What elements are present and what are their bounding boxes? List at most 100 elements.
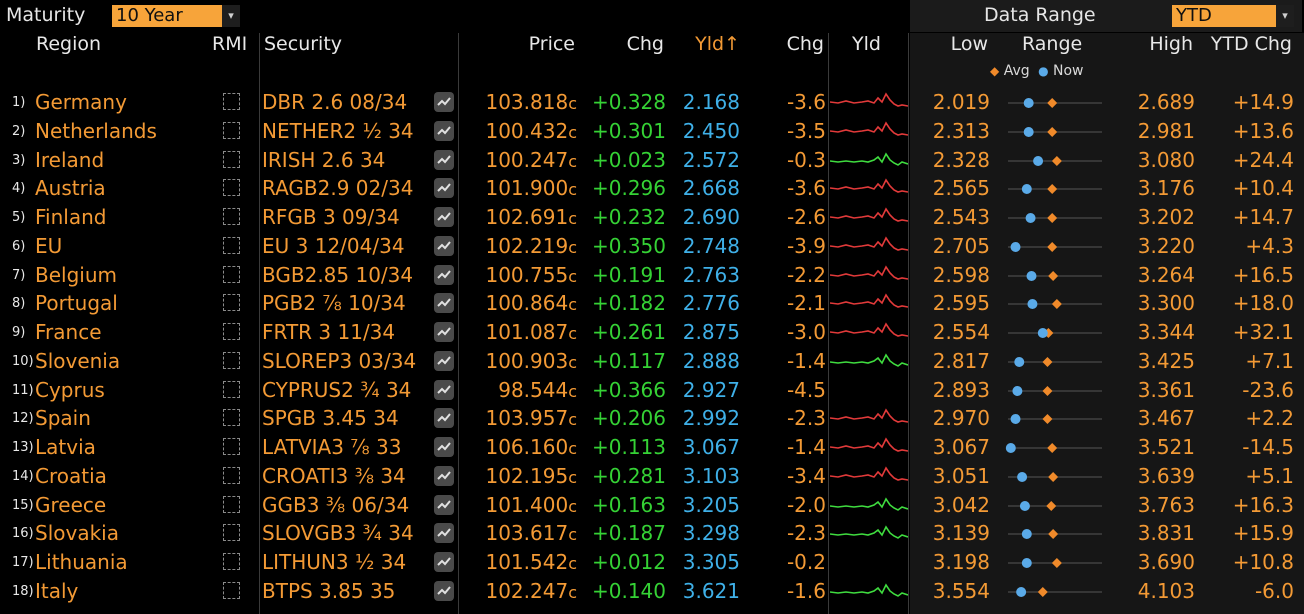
rmi-checkbox[interactable] (223, 581, 240, 599)
rmi-checkbox[interactable] (223, 438, 240, 455)
security-name[interactable]: LITHUN3 ½ 34 (262, 550, 407, 574)
chart-icon[interactable] (434, 350, 454, 371)
security-name[interactable]: SLOREP3 03/34 (262, 348, 417, 373)
region-name[interactable]: Germany (35, 90, 127, 114)
chart-icon[interactable] (434, 322, 454, 342)
security-name[interactable]: EU 3 12/04/34 (262, 233, 405, 258)
column-header-chg[interactable]: Chg (626, 33, 664, 55)
chart-icon[interactable] (434, 494, 454, 515)
region-name[interactable]: EU (35, 233, 63, 258)
rmi-checkbox[interactable] (223, 380, 240, 398)
chevron-down-icon[interactable]: ▾ (1276, 5, 1294, 27)
region-name[interactable]: Slovakia (35, 521, 119, 546)
maturity-dropdown[interactable]: 10 Year ▾ (112, 5, 240, 27)
chart-icon[interactable] (434, 207, 454, 227)
table-row[interactable]: 6) EU EU 3 12/04/34 102.219c +0.350 2.748 -3.9… (0, 232, 1304, 260)
table-row[interactable]: 3) Ireland IRISH 2.6 34 100.247c +0.023 2.572… (0, 146, 1304, 174)
rmi-checkbox[interactable] (223, 265, 240, 283)
security-name[interactable]: BGB2.85 10/34 (262, 262, 414, 287)
region-name[interactable]: Lithuania (35, 550, 128, 574)
rmi-checkbox[interactable] (223, 466, 240, 484)
region-name[interactable]: Croatia (35, 463, 107, 488)
table-row[interactable]: 17) Lithuania LITHUN3 ½ 34 101.542c +0.012 3.… (0, 548, 1304, 576)
chevron-down-icon[interactable]: ▾ (222, 5, 240, 27)
rmi-checkbox[interactable] (223, 150, 240, 168)
column-header-region[interactable]: Region (36, 33, 102, 55)
table-row[interactable]: 12) Spain SPGB 3.45 34 103.957c +0.206 2.992 -… (0, 404, 1304, 432)
table-row[interactable]: 1) Germany DBR 2.6 08/34 103.818c +0.328 2.16… (0, 88, 1304, 116)
table-row[interactable]: 9) France FRTR 3 11/34 101.087c +0.261 2.875 -… (0, 318, 1304, 346)
table-row[interactable]: 16) Slovakia SLOVGB3 ¾ 34 103.617c +0.187 3.2… (0, 519, 1304, 547)
data-range-dropdown[interactable]: YTD ▾ (1172, 5, 1294, 27)
security-name[interactable]: IRISH 2.6 34 (262, 147, 386, 172)
region-name[interactable]: Latvia (35, 435, 96, 459)
region-name[interactable]: Austria (35, 176, 106, 201)
chart-icon[interactable] (434, 293, 454, 314)
table-row[interactable]: 7) Belgium BGB2.85 10/34 100.755c +0.191 2.76… (0, 261, 1304, 289)
security-name[interactable]: DBR 2.6 08/34 (262, 90, 408, 114)
rmi-checkbox[interactable] (223, 93, 240, 110)
chart-icon[interactable] (434, 552, 454, 572)
rmi-checkbox[interactable] (223, 495, 240, 513)
chart-icon[interactable] (434, 437, 454, 457)
security-name[interactable]: PGB2 ⅞ 10/34 (262, 291, 406, 316)
table-row[interactable]: 4) Austria RAGB2.9 02/34 101.900c +0.296 2.66… (0, 174, 1304, 202)
security-name[interactable]: SLOVGB3 ¾ 34 (262, 521, 414, 546)
rmi-checkbox[interactable] (223, 179, 240, 197)
security-name[interactable]: NETHER2 ½ 34 (262, 118, 414, 143)
chart-icon[interactable] (434, 580, 454, 601)
chart-icon[interactable] (434, 408, 454, 429)
rmi-checkbox[interactable] (223, 323, 240, 340)
chart-icon[interactable] (434, 149, 454, 170)
security-name[interactable]: FRTR 3 11/34 (262, 320, 396, 344)
security-name[interactable]: RFGB 3 09/34 (262, 205, 400, 229)
chart-icon[interactable] (434, 523, 454, 544)
column-header-high[interactable]: High (1149, 33, 1193, 55)
column-header-security[interactable]: Security (264, 33, 343, 55)
table-row[interactable]: 8) Portugal PGB2 ⅞ 10/34 100.864c +0.182 2.77… (0, 289, 1304, 317)
table-row[interactable]: 15) Greece GGB3 ⅜ 06/34 101.400c +0.163 3.205… (0, 491, 1304, 519)
column-header-range[interactable]: Range (1022, 33, 1083, 55)
rmi-checkbox[interactable] (223, 294, 240, 312)
region-name[interactable]: Italy (35, 578, 79, 603)
chart-icon[interactable] (434, 264, 454, 285)
region-name[interactable]: Netherlands (35, 118, 157, 143)
chart-icon[interactable] (434, 465, 454, 486)
security-name[interactable]: SPGB 3.45 34 (262, 406, 399, 431)
column-header-yield-chart[interactable]: Yld (852, 33, 881, 55)
region-name[interactable]: France (35, 320, 102, 344)
table-row[interactable]: 11) Cyprus CYPRUS2 ¾ 34 98.544c +0.366 2.927 -… (0, 376, 1304, 404)
region-name[interactable]: Cyprus (35, 377, 105, 402)
rmi-checkbox[interactable] (223, 351, 240, 369)
table-row[interactable]: 18) Italy BTPS 3.85 35 102.247c +0.140 3.621 -… (0, 577, 1304, 605)
column-header-ytd-chg[interactable]: YTD Chg (1210, 33, 1292, 55)
table-row[interactable]: 10) Slovenia SLOREP3 03/34 100.903c +0.117 2.… (0, 347, 1304, 375)
rmi-checkbox[interactable] (223, 409, 240, 427)
chart-icon[interactable] (434, 120, 454, 141)
region-name[interactable]: Slovenia (35, 348, 121, 373)
region-name[interactable]: Finland (35, 205, 107, 229)
region-name[interactable]: Ireland (35, 147, 105, 172)
security-name[interactable]: BTPS 3.85 35 (262, 578, 396, 603)
security-name[interactable]: RAGB2.9 02/34 (262, 176, 414, 201)
column-header-price[interactable]: Price (528, 33, 575, 55)
chart-icon[interactable] (434, 235, 454, 256)
table-row[interactable]: 13) Latvia LATVIA3 ⅞ 33 106.160c +0.113 3.067… (0, 433, 1304, 461)
column-header-yield-chg[interactable]: Chg (786, 33, 824, 55)
region-name[interactable]: Belgium (35, 262, 117, 287)
table-row[interactable]: 2) Netherlands NETHER2 ½ 34 100.432c +0.301 2… (0, 117, 1304, 145)
chart-icon[interactable] (434, 379, 454, 400)
table-row[interactable]: 5) Finland RFGB 3 09/34 102.691c +0.232 2.690… (0, 203, 1304, 231)
region-name[interactable]: Portugal (35, 291, 118, 316)
chart-icon[interactable] (434, 92, 454, 112)
security-name[interactable]: CROATI3 ⅜ 34 (262, 463, 406, 488)
column-header-yield-sorted[interactable]: Yld↑ (695, 33, 740, 55)
rmi-checkbox[interactable] (223, 524, 240, 542)
rmi-checkbox[interactable] (223, 121, 240, 139)
security-name[interactable]: CYPRUS2 ¾ 34 (262, 377, 412, 402)
region-name[interactable]: Spain (35, 406, 91, 431)
region-name[interactable]: Greece (35, 492, 107, 517)
table-row[interactable]: 14) Croatia CROATI3 ⅜ 34 102.195c +0.281 3.10… (0, 462, 1304, 490)
rmi-checkbox[interactable] (223, 236, 240, 254)
rmi-checkbox[interactable] (223, 553, 240, 570)
